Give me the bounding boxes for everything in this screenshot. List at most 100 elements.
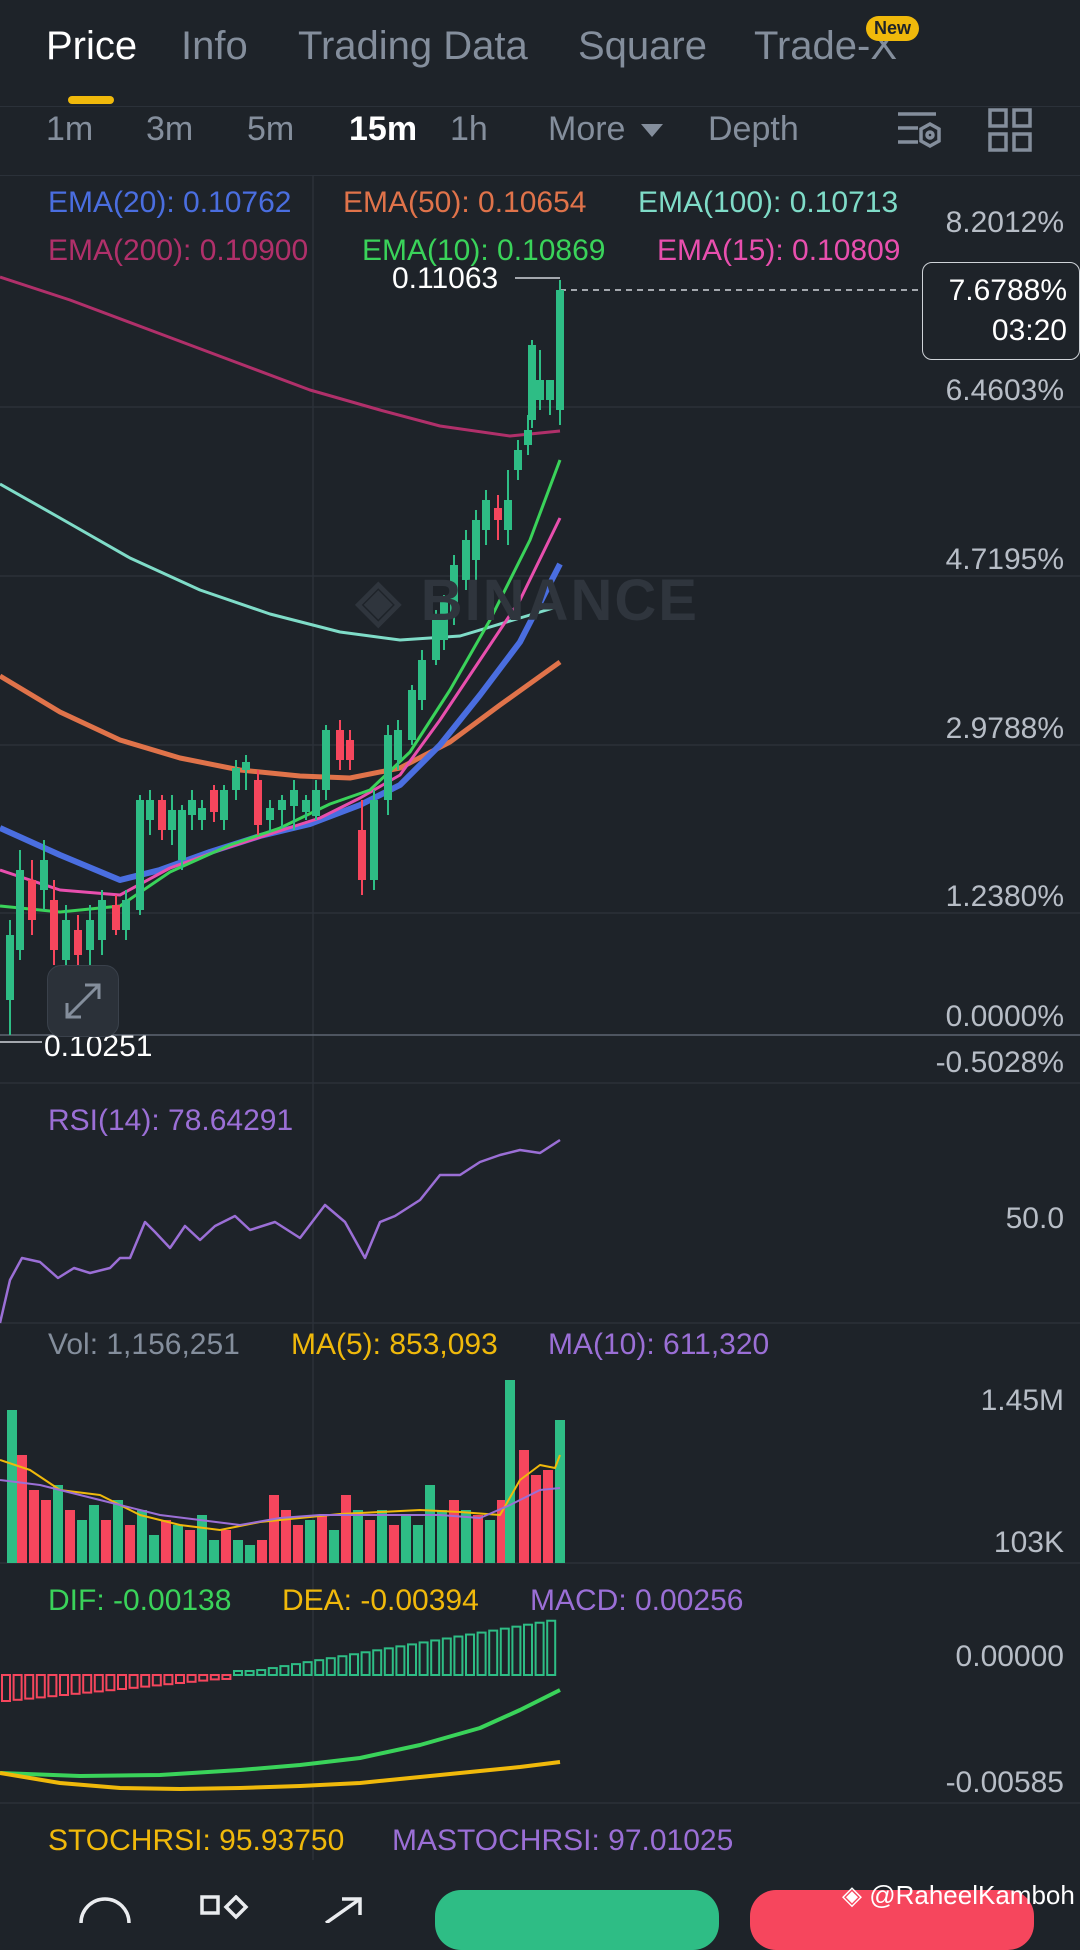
- more-icon[interactable]: [78, 1893, 132, 1923]
- rsi-legend: RSI(14): 78.64291: [48, 1104, 294, 1137]
- macd-bar: [209, 1674, 220, 1681]
- volume-bar: [519, 1450, 529, 1563]
- volume-bar: [473, 1515, 483, 1563]
- volume-bar: [137, 1510, 147, 1563]
- interval-1m[interactable]: 1m: [46, 110, 94, 148]
- macd-bar: [314, 1659, 325, 1677]
- candle-body: [146, 800, 154, 820]
- volume-bar: [161, 1520, 171, 1563]
- macd-bar: [511, 1625, 522, 1676]
- grid-icon[interactable]: [988, 108, 1032, 152]
- ema20-line: [0, 562, 563, 883]
- macd-bar: [151, 1674, 162, 1687]
- macd-bar: [465, 1633, 475, 1677]
- high-price-label: 0.11063: [392, 262, 499, 295]
- dif-legend: DIF: -0.00138: [48, 1584, 232, 1617]
- countdown: 03:20: [991, 314, 1067, 347]
- macd-bar: [198, 1674, 209, 1682]
- candle-body: [418, 660, 426, 700]
- candle-body: [254, 780, 262, 825]
- macd-bar: [453, 1635, 464, 1676]
- candle-body: [514, 450, 522, 470]
- volume-bar: [245, 1545, 255, 1563]
- candle-body: [394, 730, 402, 760]
- macd-bar: [337, 1655, 348, 1677]
- candle-body: [358, 830, 366, 880]
- macd-bar: [395, 1645, 406, 1676]
- volume-bar: [7, 1410, 17, 1563]
- volume-bar: [305, 1520, 315, 1563]
- volume-bar: [53, 1485, 63, 1563]
- macd-bar: [523, 1623, 533, 1677]
- settings-icon[interactable]: [896, 108, 942, 152]
- interval-1h[interactable]: 1h: [450, 110, 488, 148]
- price-axis-label: 4.7195%: [945, 543, 1064, 576]
- volume-bar: [485, 1520, 495, 1563]
- macd-bar: [1, 1674, 11, 1702]
- macd-axis-top: 0.00000: [955, 1640, 1064, 1673]
- interval-3m[interactable]: 3m: [146, 110, 194, 148]
- mastochrsi-legend: MASTOCHRSI: 97.01025: [392, 1824, 734, 1857]
- interval-15m[interactable]: 15m: [349, 110, 418, 148]
- volume-bar: [425, 1485, 435, 1563]
- volume-bar: [17, 1455, 27, 1563]
- tab-price[interactable]: Price: [46, 24, 138, 68]
- volume-bar: [281, 1510, 291, 1563]
- candle-body: [322, 730, 330, 790]
- binance-logo-icon: ◈: [842, 1880, 870, 1910]
- volume-bar: [341, 1495, 351, 1563]
- volume-bar: [555, 1420, 565, 1563]
- tab-info[interactable]: Info: [181, 24, 248, 68]
- price-axis-label: -0.5028%: [935, 1046, 1064, 1079]
- volume-bar: [531, 1475, 541, 1563]
- candle-body: [62, 920, 70, 960]
- volume-bar: [125, 1525, 135, 1563]
- volume-bar: [269, 1495, 279, 1563]
- candle-body: [472, 520, 480, 560]
- macd-bar: [302, 1661, 313, 1676]
- macd-bar: [35, 1674, 46, 1699]
- more-dropdown[interactable]: More: [548, 110, 663, 149]
- candle-body: [450, 565, 458, 615]
- buy-button[interactable]: [435, 1890, 719, 1950]
- dea-legend: DEA: -0.00394: [282, 1584, 479, 1617]
- volume-bar: [197, 1515, 207, 1563]
- volume-bar: [413, 1525, 423, 1563]
- candle-body: [546, 380, 554, 400]
- macd-bar: [186, 1674, 197, 1683]
- price-chart[interactable]: [0, 176, 1080, 1876]
- candle-body: [112, 905, 120, 930]
- expand-button[interactable]: [47, 965, 119, 1037]
- candle-body: [16, 870, 24, 950]
- dif-line: [0, 1688, 561, 1778]
- price-axis-label: 0.0000%: [945, 1000, 1064, 1033]
- candle-body: [504, 500, 512, 530]
- volume-bar: [257, 1540, 267, 1563]
- tab-trading-data[interactable]: Trading Data: [298, 24, 528, 68]
- depth-tab[interactable]: Depth: [708, 110, 799, 148]
- share-icon[interactable]: [320, 1895, 372, 1923]
- macd-bar: [488, 1629, 499, 1676]
- markets-icon[interactable]: [200, 1895, 252, 1923]
- tab-square[interactable]: Square: [578, 24, 707, 68]
- candle-body: [432, 620, 440, 660]
- expand-icon: [65, 983, 101, 1019]
- candle-body: [370, 800, 378, 880]
- macd-bar: [12, 1674, 23, 1701]
- candle-body: [266, 808, 274, 820]
- volume-bar: [543, 1470, 553, 1563]
- ema15-line: [0, 517, 562, 897]
- more-label: More: [548, 110, 626, 148]
- macd-bar: [59, 1674, 69, 1696]
- candle-body: [494, 508, 502, 520]
- candle-body: [98, 900, 106, 940]
- new-badge: New: [866, 16, 920, 41]
- volume-bar: [185, 1530, 195, 1563]
- interval-5m[interactable]: 5m: [247, 110, 295, 148]
- volume-bar: [221, 1530, 231, 1563]
- price-axis-label: 1.2380%: [945, 880, 1064, 913]
- macd-bar: [430, 1639, 441, 1677]
- macd-bar: [546, 1619, 557, 1676]
- candle-body: [28, 880, 36, 920]
- candle-body: [384, 735, 392, 800]
